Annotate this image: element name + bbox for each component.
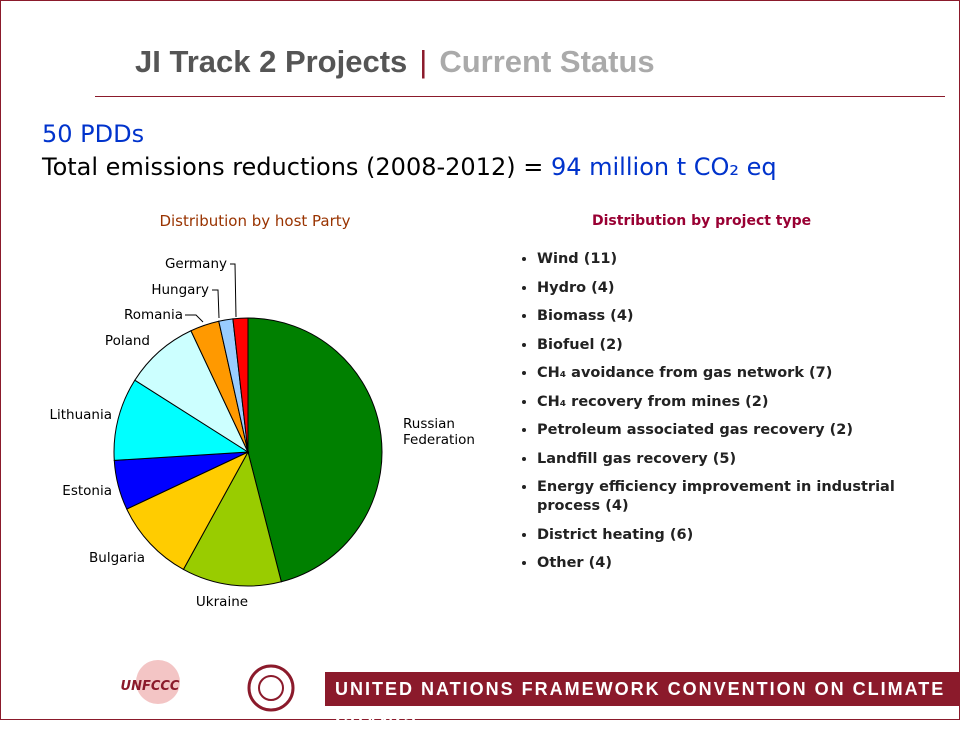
section: Current Status bbox=[439, 44, 655, 79]
slice-label: Poland bbox=[105, 333, 150, 349]
summary-text: Total emissions reductions (2008-2012) = bbox=[42, 153, 551, 181]
leader-line bbox=[230, 263, 237, 318]
summary-line: Total emissions reductions (2008-2012) =… bbox=[42, 151, 777, 184]
logo: UNFCCC bbox=[120, 660, 240, 710]
pie-slice bbox=[182, 450, 282, 587]
summary-line: 50 PDDs bbox=[42, 120, 145, 148]
list-item: Energy efficiency improvement in industr… bbox=[537, 478, 927, 516]
slice-label: Bulgaria bbox=[89, 550, 145, 566]
project-list: Wind (11) Hydro (4) Biomass (4) Biofuel (2)… bbox=[515, 250, 927, 583]
pie-slice bbox=[126, 450, 250, 571]
slice-label: Hungary bbox=[151, 282, 209, 298]
list-item: CH₄ avoidance from gas network (7) bbox=[537, 364, 927, 383]
title: JI Track 2 Projects bbox=[135, 44, 408, 79]
summary-value: 94 million t CO₂ eq bbox=[550, 153, 777, 181]
list-item: Hydro (4) bbox=[537, 279, 927, 298]
leader-line bbox=[185, 314, 204, 323]
separator: | bbox=[419, 44, 428, 79]
leader-line bbox=[212, 289, 220, 319]
slice-label: Ukraine bbox=[196, 594, 248, 610]
banner: UNITED NATIONS FRAMEWORK CONVENTION ON C… bbox=[325, 672, 960, 733]
list-item: Biomass (4) bbox=[537, 307, 927, 326]
slice-label: Germany bbox=[165, 256, 227, 272]
list-item: CH₄ recovery from mines (2) bbox=[537, 393, 927, 412]
rule bbox=[95, 96, 945, 97]
pie-slice bbox=[232, 317, 249, 453]
chart: Distribution by host Party Russian Federa… bbox=[49, 212, 475, 610]
slide: JI Track 2 Projects | Current Status 50 PD… bbox=[0, 0, 960, 720]
list-title: Distribution by project type bbox=[592, 213, 812, 229]
list-item: Petroleum associated gas recovery (2) bbox=[537, 421, 927, 440]
pie-slice bbox=[247, 317, 383, 583]
chart-title: Distribution by host Party bbox=[159, 212, 350, 230]
logo-graphic: UNFCCC bbox=[121, 660, 180, 704]
summary: 50 PDDs Total emissions reductions (2008… bbox=[42, 118, 777, 184]
list-item: Wind (11) bbox=[537, 250, 927, 269]
list-item: Biofuel (2) bbox=[537, 336, 927, 355]
slice-label: Romania bbox=[124, 307, 183, 323]
list-item: District heating (6) bbox=[537, 526, 927, 545]
slice-label: Russian Federation bbox=[403, 416, 475, 448]
logo-circle bbox=[136, 660, 180, 704]
list-item: Landfill gas recovery (5) bbox=[537, 450, 927, 469]
header: JI Track 2 Projects | Current Status bbox=[135, 44, 655, 80]
list-item: Other (4) bbox=[537, 554, 927, 573]
slice-label: Estonia bbox=[62, 483, 112, 499]
pie-slice bbox=[113, 379, 250, 461]
logo-text: UNFCCC bbox=[121, 679, 180, 694]
slice-label: Lithuania bbox=[49, 407, 112, 423]
